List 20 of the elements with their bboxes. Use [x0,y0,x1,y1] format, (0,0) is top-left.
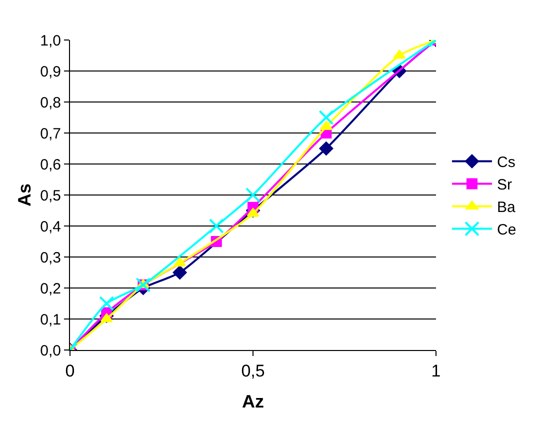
x-tick-label: 1 [431,361,441,380]
legend-label: Sr [496,176,512,194]
y-tick-label: 0,8 [40,94,61,112]
y-axis-title: As [14,183,34,207]
y-tick-label: 0,4 [40,218,61,236]
y-tick-label: 0,2 [40,280,61,298]
x-tick-label: 0 [65,361,75,380]
y-tick-label: 0,7 [40,125,61,142]
y-tick-label: 0,0 [40,342,61,360]
legend-label: Ce [496,222,516,239]
y-tick-label: 0,9 [40,63,61,80]
y-tick-label: 0,5 [40,187,61,204]
x-tick-label: 0,5 [241,361,265,380]
y-tick-label: 0,6 [40,156,61,174]
y-tick-label: 0,1 [40,311,61,328]
y-tick-label: 0,3 [40,249,61,266]
y-tick-label: 1,0 [40,32,61,50]
legend-label: Ba [496,199,516,216]
legend-label: Cs [496,154,516,172]
x-axis-title: Az [242,392,264,412]
